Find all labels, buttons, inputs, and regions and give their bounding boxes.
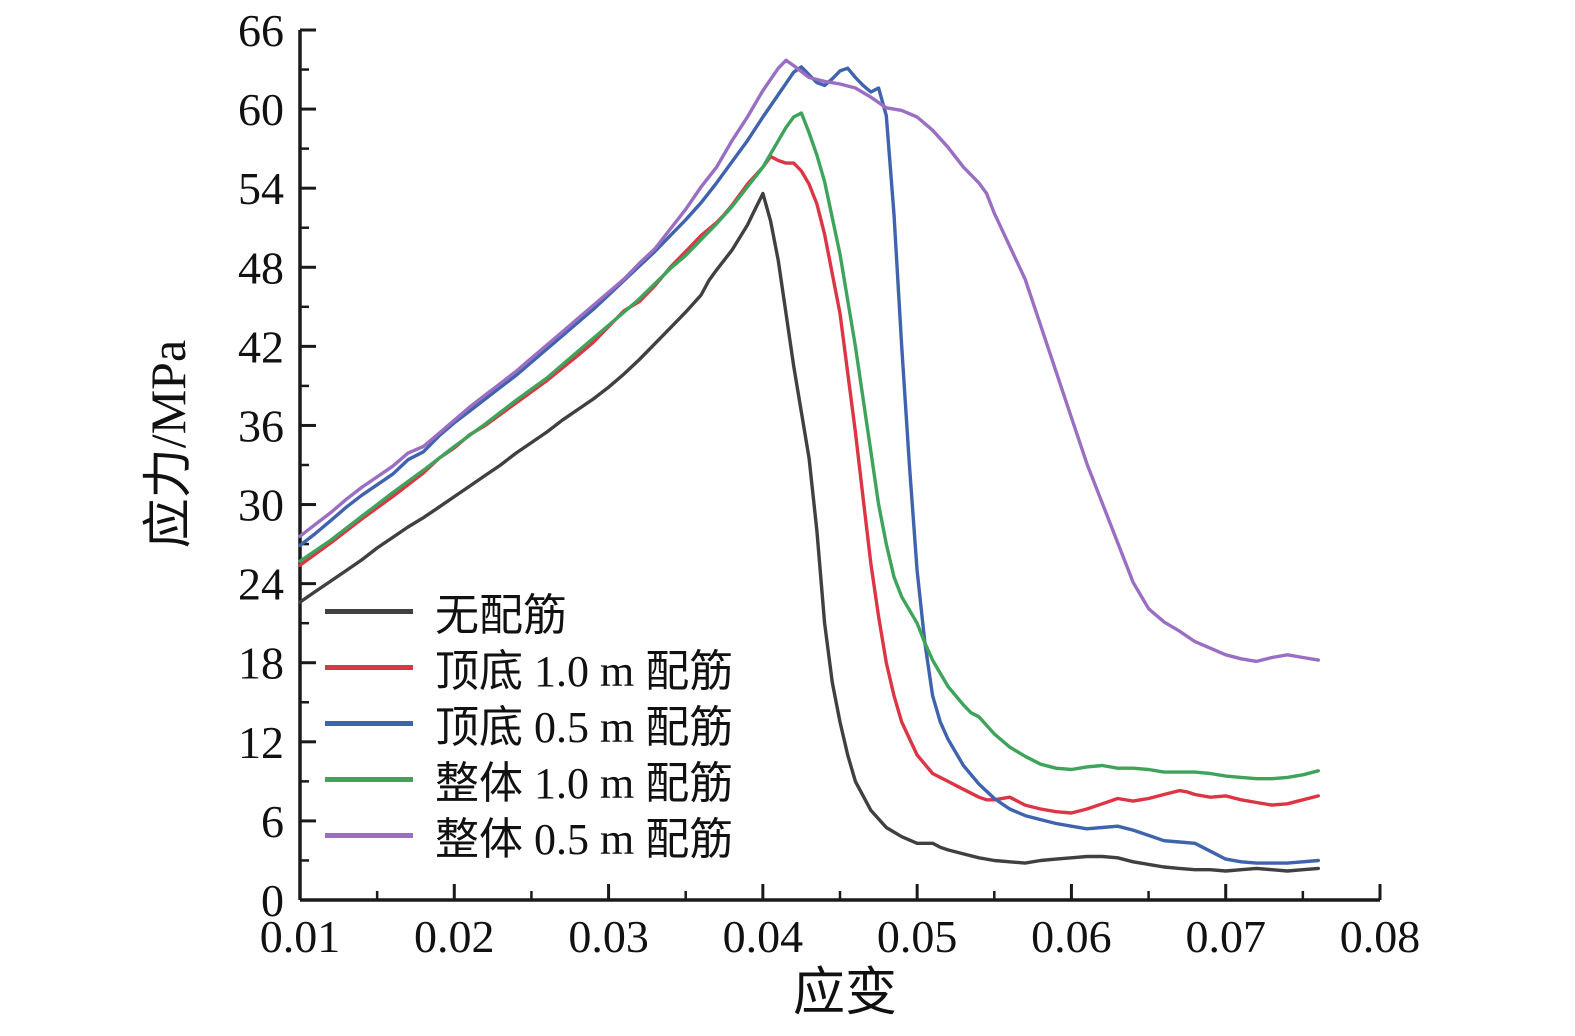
y-tick-label: 0	[261, 875, 284, 926]
legend-item: 无配筋	[325, 583, 733, 640]
y-tick-label: 18	[238, 638, 284, 689]
legend-label: 无配筋	[435, 591, 567, 640]
y-tick-label: 36	[238, 400, 284, 451]
legend-line-swatch	[325, 664, 413, 670]
x-axis-title: 应变	[792, 965, 897, 1022]
legend-label: 整体 1.0 m 配筋	[435, 759, 734, 808]
y-tick-label: 6	[261, 796, 284, 847]
y-tick-label: 60	[238, 84, 284, 135]
legend-line-swatch	[325, 832, 413, 838]
y-tick-label: 12	[238, 717, 284, 768]
x-tick-label: 0.03	[568, 911, 649, 962]
legend-line-swatch	[325, 720, 413, 726]
y-tick-label: 48	[238, 242, 284, 293]
y-tick-label: 30	[238, 480, 284, 531]
y-tick-label: 66	[238, 5, 284, 56]
legend-line-swatch	[325, 776, 413, 782]
series-line-1	[298, 154, 1321, 815]
legend-label: 整体 0.5 m 配筋	[435, 815, 734, 864]
legend-item: 顶底 1.0 m 配筋	[325, 639, 733, 696]
x-tick-label: 0.05	[877, 911, 958, 962]
y-axis-title: 应力/MPa	[140, 339, 196, 549]
x-tick-label: 0.06	[1031, 911, 1112, 962]
x-tick-label: 0.08	[1340, 911, 1421, 962]
series-line-0	[298, 191, 1321, 873]
legend-label: 顶底 1.0 m 配筋	[435, 647, 734, 696]
y-tick-label: 42	[238, 321, 284, 372]
legend-item: 整体 0.5 m 配筋	[325, 807, 733, 864]
series-line-2	[298, 65, 1321, 865]
legend-item: 顶底 0.5 m 配筋	[325, 695, 733, 752]
x-tick-label: 0.02	[414, 911, 495, 962]
x-tick-label: 0.07	[1185, 911, 1266, 962]
legend-item: 整体 1.0 m 配筋	[325, 751, 733, 808]
legend: 无配筋顶底 1.0 m 配筋 顶底 0.5 m 配筋 整体 1.0 m 配筋 整体 0…	[325, 583, 733, 864]
y-tick-label: 54	[238, 163, 284, 214]
x-tick-label: 0.04	[723, 911, 804, 962]
series-line-4	[298, 58, 1321, 664]
legend-line-swatch	[325, 608, 413, 614]
x-tick-label: 0.01	[260, 911, 341, 962]
y-tick-label: 24	[238, 559, 284, 610]
legend-label: 顶底 0.5 m 配筋	[435, 703, 734, 752]
series-line-3	[298, 111, 1321, 781]
